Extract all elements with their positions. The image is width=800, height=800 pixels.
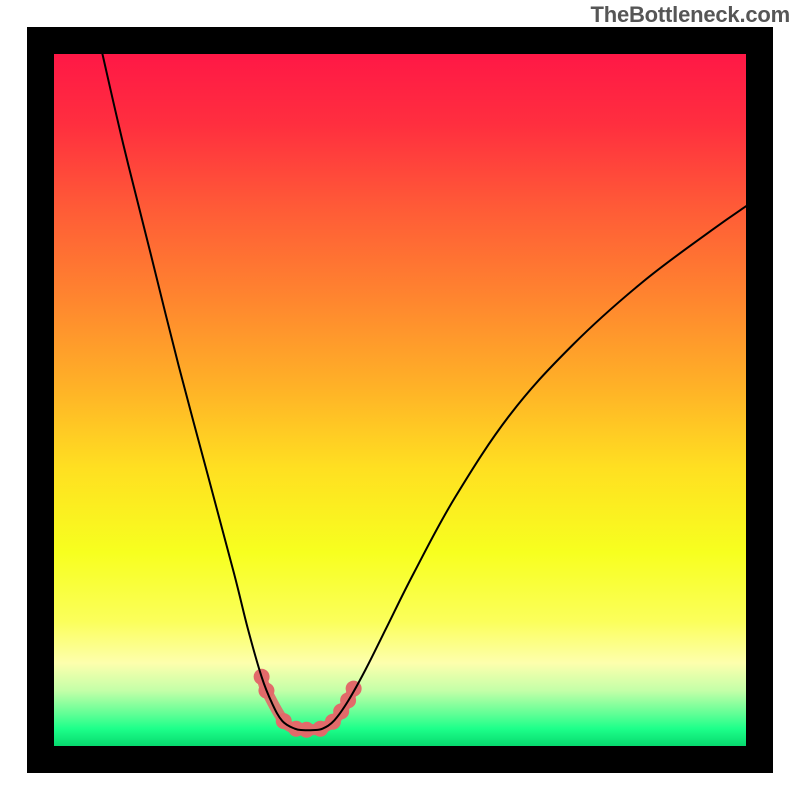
chart-background <box>54 54 746 746</box>
bottleneck-chart <box>0 0 800 800</box>
watermark-text: TheBottleneck.com <box>590 2 790 28</box>
